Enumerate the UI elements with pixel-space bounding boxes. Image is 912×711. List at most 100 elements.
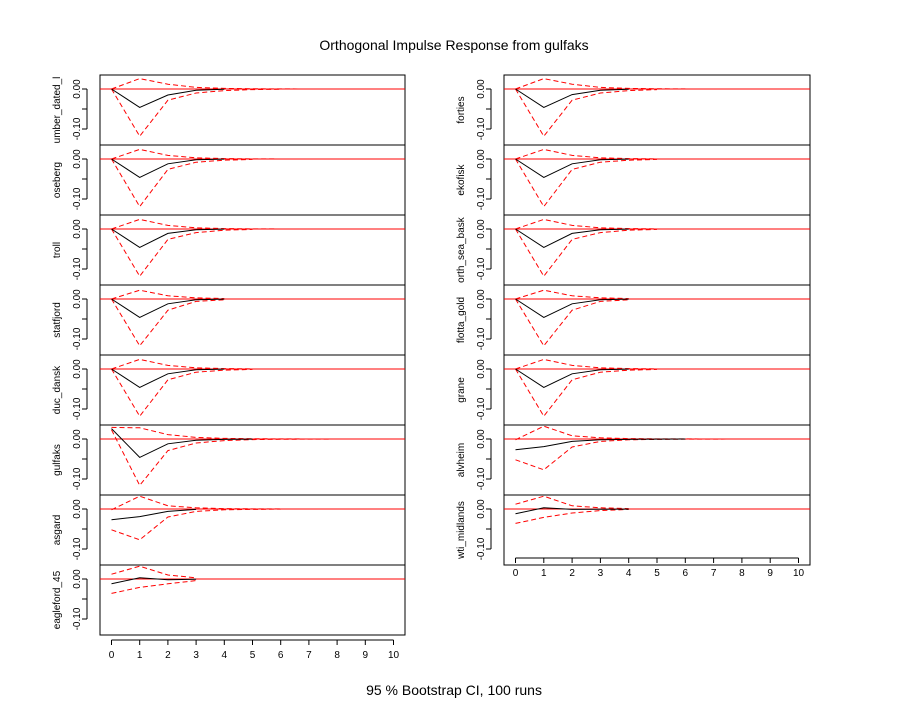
x-tick-label-right-4: 4 — [626, 568, 632, 579]
panel-frame-flotta-gold — [503, 284, 811, 356]
y-tick-label-duc-dansk-0: 0.00 — [72, 359, 83, 379]
y-tick-label-wti-midlands-0: 0.00 — [476, 499, 487, 519]
y-tick-label-statfjord-0: 0.00 — [72, 289, 83, 309]
ci-upper-eagleford-45 — [111, 565, 197, 579]
y-tick-label-asgard-0: 0.00 — [72, 499, 83, 519]
x-tick-label-right-10: 10 — [793, 568, 805, 579]
y-tick-label-grane-1: -0.10 — [476, 397, 487, 420]
response-line-umber-dated-l — [111, 88, 225, 108]
ci-upper-troll — [111, 218, 281, 230]
panel-umber-dated-l: 0.00 -0.10 umber_dated_l — [52, 74, 406, 146]
x-tick-label-left-4: 4 — [222, 650, 228, 661]
x-axis-left: 0 1 2 3 4 5 6 7 8 9 10 — [109, 639, 400, 661]
x-tick-label-left-5: 5 — [250, 650, 256, 661]
panel-frame-forties — [503, 74, 811, 146]
panel-frame-grane — [503, 354, 811, 426]
ci-lower-oseberg — [111, 158, 253, 208]
y-tick-label-gulfaks-0: 0.00 — [72, 429, 83, 449]
x-tick-label-left-2: 2 — [165, 650, 171, 661]
panel-frame-eagleford-45 — [99, 564, 406, 636]
panel-label-eagleford-45: eagleford_45 — [52, 570, 63, 629]
x-tick-label-right-6: 6 — [683, 568, 689, 579]
x-tick-label-left-7: 7 — [306, 650, 312, 661]
panel-asgard: 0.00 -0.10 asgard — [52, 494, 406, 566]
y-tick-label-ekofisk-0: 0.00 — [476, 149, 487, 169]
panel-wti-midlands: 0.00 -0.10 wti_midlands — [456, 494, 811, 566]
response-line-orth-sea-bask — [515, 228, 629, 248]
y-tick-label-forties-0: 0.00 — [476, 79, 487, 99]
panel-eagleford-45: 0.00 -0.10 eagleford_45 — [52, 564, 406, 636]
panels-area: 0.00-0.10umber_dated_l0.00-0.10oseberg0.… — [52, 74, 811, 661]
y-tick-label-forties-1: -0.10 — [476, 117, 487, 140]
y-tick-label-asgard-1: -0.10 — [72, 537, 83, 560]
chart-footer: 95 % Bootstrap CI, 100 runs — [366, 682, 542, 698]
ci-upper-oseberg — [111, 148, 281, 160]
y-tick-label-troll-0: 0.00 — [72, 219, 83, 239]
response-line-grane — [515, 368, 629, 388]
ci-upper-statfjord — [111, 289, 225, 300]
x-tick-label-right-2: 2 — [569, 568, 575, 579]
panel-statfjord: 0.00 -0.10 statfjord — [52, 284, 406, 356]
x-tick-label-left-8: 8 — [334, 650, 340, 661]
y-tick-label-oseberg-0: 0.00 — [72, 149, 83, 169]
panel-orth-sea-bask: 0.00 -0.10 orth_sea_bask — [456, 214, 811, 286]
y-tick-label-eagleford-45-1: -0.10 — [72, 607, 83, 630]
panel-label-oseberg: oseberg — [52, 162, 63, 198]
x-tick-label-left-9: 9 — [363, 650, 369, 661]
ci-lower-alvheim — [515, 438, 771, 471]
panel-frame-orth-sea-bask — [503, 214, 811, 286]
x-tick-label-left-0: 0 — [109, 650, 115, 661]
y-tick-label-eagleford-45-0: 0.00 — [72, 569, 83, 589]
ci-lower-duc-dansk — [111, 368, 253, 418]
ci-upper-asgard — [111, 495, 281, 511]
panel-frame-statfjord — [99, 284, 406, 356]
y-tick-label-grane-0: 0.00 — [476, 359, 487, 379]
ci-lower-gulfaks — [111, 429, 366, 487]
ci-lower-statfjord — [111, 298, 225, 347]
y-tick-label-duc-dansk-1: -0.10 — [72, 397, 83, 420]
y-tick-label-flotta-gold-0: 0.00 — [476, 289, 487, 309]
response-line-wti-midlands — [515, 507, 629, 515]
response-line-asgard — [111, 508, 197, 521]
x-tick-label-right-9: 9 — [767, 568, 773, 579]
x-tick-label-left-1: 1 — [137, 650, 143, 661]
y-tick-label-gulfaks-1: -0.10 — [72, 467, 83, 490]
ci-lower-umber-dated-l — [111, 88, 281, 138]
panel-gulfaks: 0.00 -0.10 gulfaks — [52, 424, 406, 496]
ci-lower-eagleford-45 — [111, 580, 197, 594]
y-tick-label-orth-sea-bask-0: 0.00 — [476, 219, 487, 239]
panel-frame-alvheim — [503, 424, 811, 496]
panel-frame-duc-dansk — [99, 354, 406, 426]
panel-oseberg: 0.00 -0.10 oseberg — [52, 144, 406, 216]
response-line-ekofisk — [515, 158, 629, 178]
panel-ekofisk: 0.00 -0.10 ekofisk — [456, 144, 811, 216]
ci-upper-orth-sea-bask — [515, 218, 658, 230]
panel-frame-asgard — [99, 494, 406, 566]
ci-upper-gulfaks — [111, 426, 366, 440]
response-line-gulfaks — [111, 428, 253, 459]
ci-upper-umber-dated-l — [111, 78, 309, 90]
response-line-statfjord — [111, 298, 225, 318]
panel-label-statfjord: statfjord — [52, 302, 63, 338]
x-axis-right: 0 1 2 3 4 5 6 7 8 9 10 — [513, 557, 805, 579]
x-tick-label-right-7: 7 — [711, 568, 717, 579]
ci-upper-ekofisk — [515, 148, 658, 160]
panel-label-umber-dated-l: umber_dated_l — [52, 77, 63, 144]
panel-label-alvheim: alvheim — [456, 443, 467, 477]
panel-alvheim: 0.00 -0.10 alvheim — [456, 424, 811, 496]
y-tick-label-orth-sea-bask-1: -0.10 — [476, 257, 487, 280]
ci-lower-flotta-gold — [515, 298, 629, 347]
response-line-oseberg — [111, 158, 225, 178]
panel-label-asgard: asgard — [52, 515, 63, 546]
y-tick-label-alvheim-1: -0.10 — [476, 467, 487, 490]
response-line-eagleford-45 — [111, 577, 197, 585]
y-tick-label-troll-1: -0.10 — [72, 257, 83, 280]
x-tick-label-left-10: 10 — [388, 650, 400, 661]
response-line-alvheim — [515, 438, 686, 451]
ci-upper-forties — [515, 78, 686, 90]
panel-label-gulfaks: gulfaks — [52, 444, 63, 476]
ci-lower-ekofisk — [515, 158, 658, 208]
ci-upper-grane — [515, 358, 658, 370]
y-tick-label-umber-dated-l-0: 0.00 — [72, 79, 83, 99]
